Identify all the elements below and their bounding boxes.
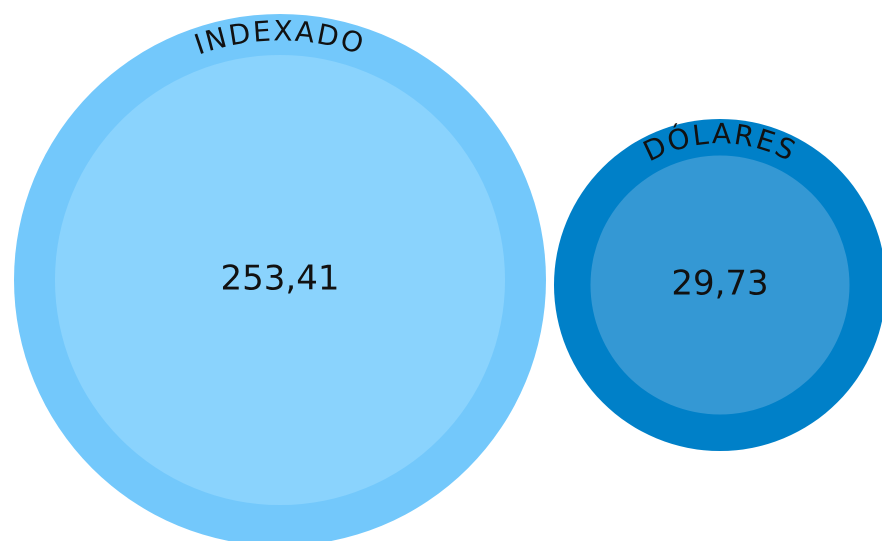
- value-label: 29,73: [671, 264, 768, 304]
- bubble-inner: [590, 155, 850, 415]
- bubble-inner: [54, 54, 506, 506]
- value-label: 253,41: [221, 259, 340, 299]
